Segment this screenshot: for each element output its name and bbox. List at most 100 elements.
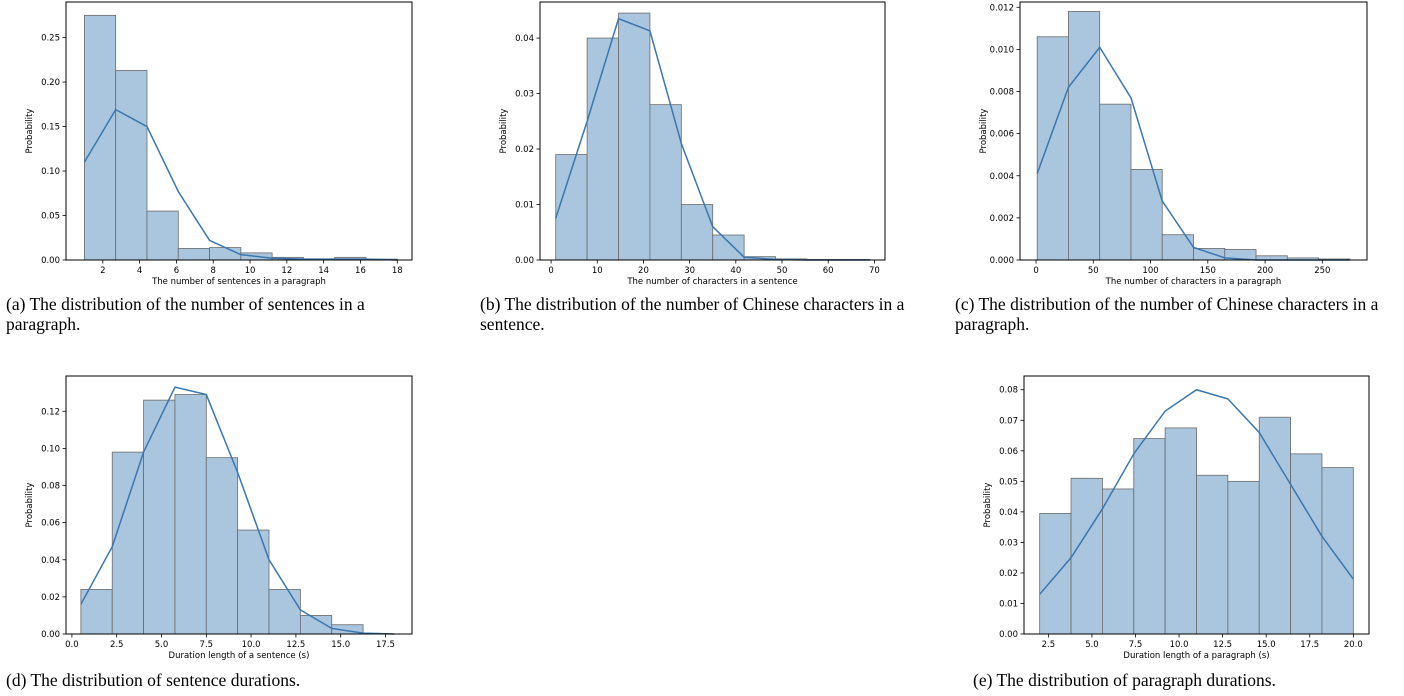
histogram-bar bbox=[1133, 438, 1166, 635]
x-tick-label: 18 bbox=[392, 266, 403, 276]
chart-c-svg: 0 50 100 150 200 250 0.000 0.002 0.004 0.006 0.008… bbox=[979, 1, 1368, 287]
histogram-bar bbox=[1036, 36, 1069, 261]
y-tick-label: 0.03 bbox=[999, 538, 1018, 548]
y-tick-label: 0.006 bbox=[990, 130, 1014, 140]
x-tick-label: 12.5 bbox=[286, 640, 305, 650]
plot-frame bbox=[65, 375, 413, 635]
y-tick-label: 0.07 bbox=[999, 416, 1018, 426]
caption-b: (b) The distribution of the number of Ch… bbox=[480, 294, 905, 334]
y-tick-label: 0.06 bbox=[41, 519, 60, 529]
y-tick-label: 0.03 bbox=[515, 90, 534, 100]
x-tick-label: 16 bbox=[355, 266, 366, 276]
y-tick-label: 0.06 bbox=[999, 447, 1018, 457]
x-tick-label: 0 bbox=[1033, 266, 1038, 276]
histogram-bar bbox=[115, 70, 148, 261]
x-tick-label: 20 bbox=[638, 266, 649, 276]
x-tick-label: 50 bbox=[777, 266, 788, 276]
x-tick-label: 6 bbox=[174, 266, 179, 276]
y-tick-label: 0.02 bbox=[515, 145, 534, 155]
y-axis-label: Probability bbox=[25, 109, 35, 154]
density-curve bbox=[1039, 388, 1354, 595]
histogram-bars bbox=[555, 12, 871, 261]
plot-frame bbox=[539, 1, 886, 261]
histogram-bar bbox=[205, 457, 239, 635]
y-tick-label: 0.08 bbox=[41, 482, 60, 492]
x-tick-label: 2 bbox=[100, 266, 105, 276]
histogram-bar bbox=[1290, 453, 1323, 635]
histogram-bar bbox=[174, 394, 207, 635]
histogram-bar bbox=[299, 615, 333, 635]
histogram-bar bbox=[618, 12, 651, 261]
x-tick-label: 200 bbox=[1257, 266, 1273, 276]
x-tick-label: 2.5 bbox=[110, 640, 124, 650]
histogram-bar bbox=[146, 210, 179, 261]
x-tick-label: 250 bbox=[1314, 266, 1330, 276]
y-tick-label: 0.01 bbox=[999, 599, 1018, 609]
chart-panel-e: 2.5 5.0 7.5 10.0 12.5 15.0 17.5 20.0 0.00 0.01 0.0… bbox=[945, 372, 1404, 696]
y-axis-label: Probability bbox=[25, 483, 35, 528]
histogram-bar bbox=[712, 234, 745, 261]
x-tick-label: 14 bbox=[318, 266, 329, 276]
x-tick-label: 15.0 bbox=[331, 640, 350, 650]
plot-frame bbox=[1019, 1, 1368, 261]
y-tick-label: 0.012 bbox=[990, 3, 1014, 13]
histogram-bar bbox=[1161, 234, 1194, 261]
caption-e: (e) The distribution of paragraph durati… bbox=[973, 670, 1276, 690]
x-tick-label: 8 bbox=[211, 266, 216, 276]
x-tick-label: 2.5 bbox=[1042, 640, 1056, 650]
x-axis-label: Duration length of a sentence (s) bbox=[169, 651, 310, 661]
histogram-bar bbox=[143, 399, 176, 635]
y-axis-label: Probability bbox=[499, 109, 509, 154]
x-axis-label: The number of sentences in a paragraph bbox=[151, 277, 326, 287]
y-tick-label: 0.008 bbox=[990, 88, 1014, 98]
histogram-bar bbox=[1099, 103, 1132, 261]
x-tick-label: 40 bbox=[730, 266, 741, 276]
x-tick-label: 20.0 bbox=[1344, 640, 1363, 650]
x-tick-label: 12.5 bbox=[1213, 640, 1232, 650]
y-tick-label: 0.00 bbox=[41, 256, 60, 266]
x-tick-label: 100 bbox=[1142, 266, 1158, 276]
histogram-bar bbox=[268, 589, 301, 635]
histogram-bar bbox=[84, 14, 117, 261]
y-tick-label: 0.20 bbox=[41, 78, 60, 88]
x-tick-label: 150 bbox=[1200, 266, 1216, 276]
histogram-bars bbox=[1036, 11, 1351, 261]
histogram-bar bbox=[1196, 474, 1229, 635]
y-tick-label: 0.010 bbox=[990, 45, 1014, 55]
histogram-bars bbox=[84, 14, 398, 261]
x-tick-label: 5.0 bbox=[1085, 640, 1099, 650]
y-tick-label: 0.04 bbox=[41, 556, 60, 566]
histogram-bar bbox=[1193, 248, 1226, 261]
x-tick-label: 7.5 bbox=[200, 640, 214, 650]
caption-c: (c) The distribution of the number of Ch… bbox=[955, 294, 1379, 334]
y-tick-label: 0.25 bbox=[41, 34, 60, 44]
x-tick-label: 70 bbox=[869, 266, 880, 276]
y-tick-label: 0.01 bbox=[515, 201, 534, 211]
y-tick-label: 0.004 bbox=[990, 172, 1014, 182]
histogram-bars bbox=[1039, 416, 1354, 635]
y-tick-label: 0.04 bbox=[999, 508, 1018, 518]
caption-d: (d) The distribution of sentence duratio… bbox=[6, 670, 301, 690]
chart-b-svg: 0 10 20 30 40 50 60 70 0.00 0.01 0.02 0.03 0.04 The n… bbox=[499, 1, 886, 287]
histogram-bar bbox=[1102, 488, 1135, 635]
histogram-bars bbox=[80, 394, 364, 635]
x-tick-label: 0.0 bbox=[65, 640, 79, 650]
histogram-bar bbox=[177, 248, 210, 261]
y-tick-label: 0.002 bbox=[990, 214, 1014, 224]
x-tick-label: 10 bbox=[592, 266, 603, 276]
x-tick-label: 60 bbox=[823, 266, 834, 276]
x-tick-label: 17.5 bbox=[1300, 640, 1319, 650]
y-tick-label: 0.00 bbox=[515, 256, 534, 266]
y-tick-label: 0.15 bbox=[41, 123, 60, 133]
x-tick-label: 7.5 bbox=[1129, 640, 1143, 650]
histogram-bar bbox=[1070, 477, 1103, 635]
density-curve bbox=[83, 108, 398, 261]
x-tick-label: 12 bbox=[281, 266, 292, 276]
x-tick-label: 15.0 bbox=[1257, 640, 1276, 650]
chart-panel-d: 0.0 2.5 5.0 7.5 10.0 12.5 15.0 17.5 0.00 0.02 0.04… bbox=[0, 372, 460, 696]
histogram-bar bbox=[209, 247, 242, 261]
x-tick-label: 10.0 bbox=[242, 640, 261, 650]
x-tick-label: 10 bbox=[245, 266, 256, 276]
plot-frame bbox=[1023, 375, 1370, 635]
x-axis-label: Duration length of a paragraph (s) bbox=[1123, 651, 1269, 661]
